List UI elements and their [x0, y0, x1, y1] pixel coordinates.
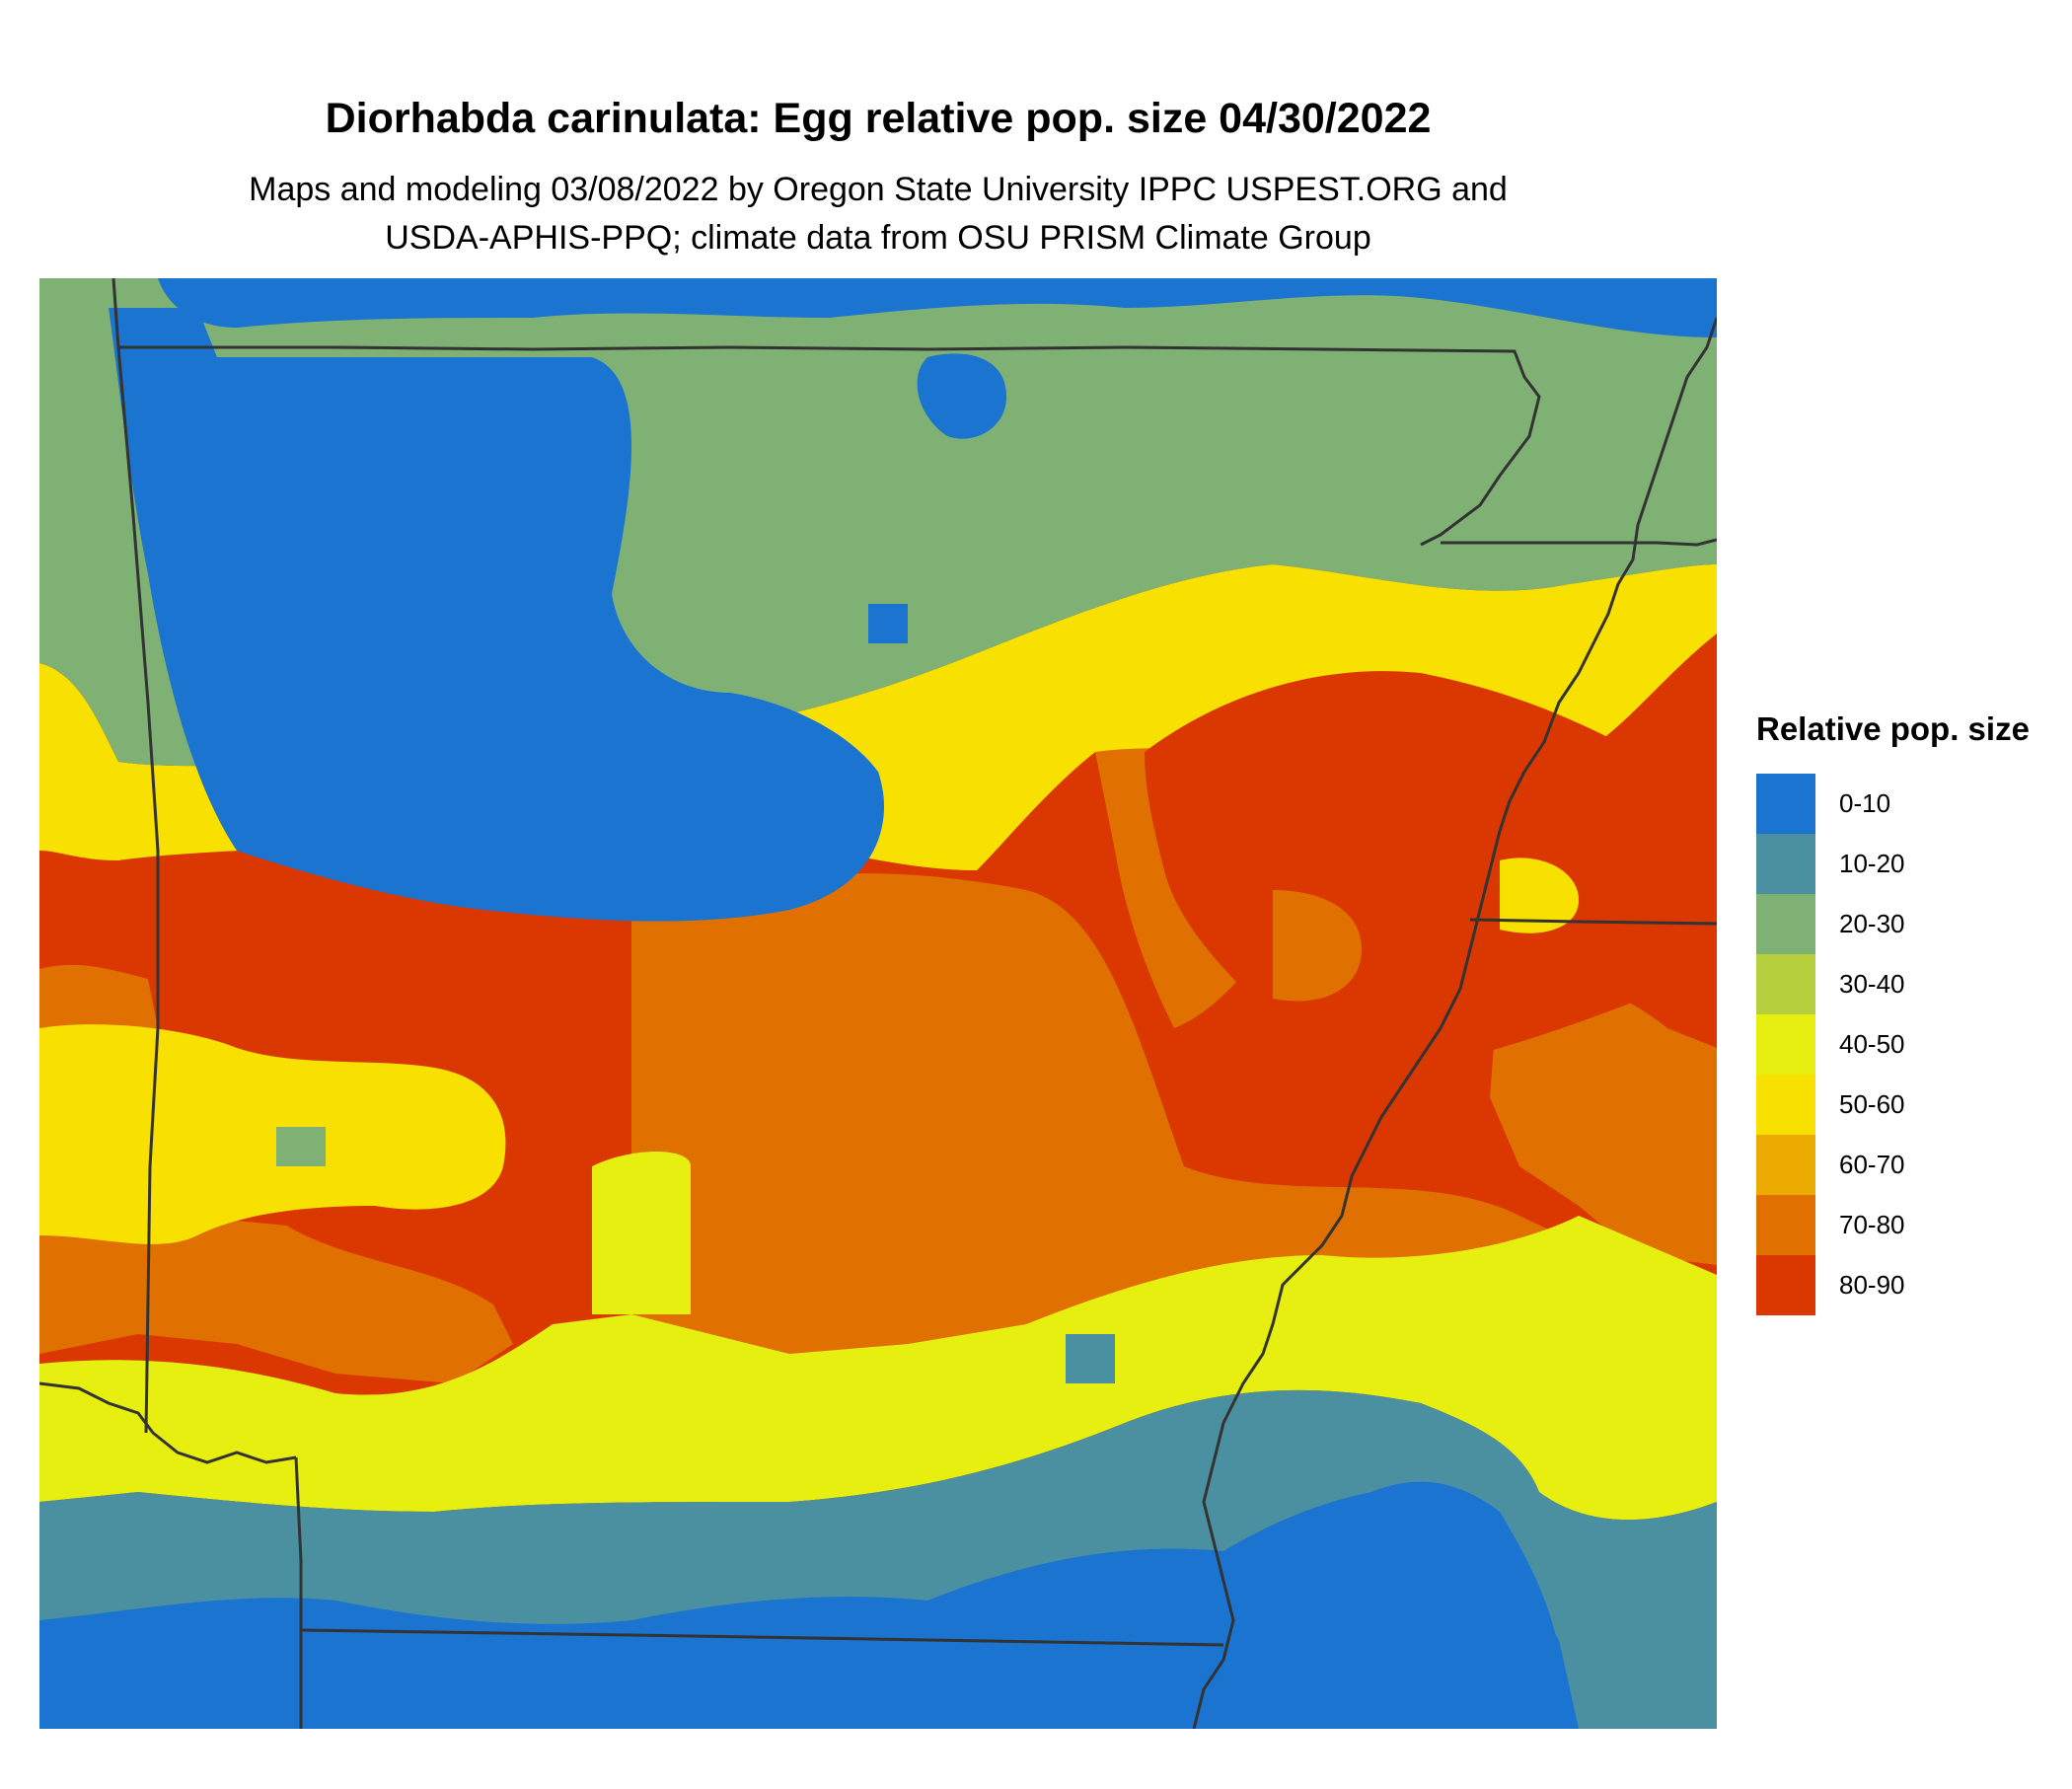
legend-label: 60-70 — [1839, 1150, 1905, 1179]
boundary-line — [300, 1628, 1224, 1647]
zone-70-80 — [631, 873, 1717, 1364]
legend-label: 20-30 — [1839, 909, 1905, 938]
boundary-line — [1469, 918, 1717, 926]
zone-0-10 — [158, 278, 1717, 337]
legend-label: 50-60 — [1839, 1089, 1905, 1119]
zone-70-80 — [1273, 890, 1362, 1002]
legend-swatch — [1756, 1195, 1815, 1255]
zone-40-50 — [39, 1216, 1717, 1521]
zone-20-30 — [276, 1127, 326, 1166]
zone-10-20 — [1066, 1334, 1115, 1383]
legend-swatch — [1756, 894, 1815, 954]
boundary-line — [118, 345, 1541, 547]
boundary-line — [1441, 538, 1717, 547]
map-panel — [39, 278, 1717, 1729]
legend-item: 50-60 — [1756, 1075, 2030, 1135]
legend-label: 40-50 — [1839, 1029, 1905, 1059]
zone-0-10 — [868, 604, 908, 643]
boundary-line — [1192, 317, 1717, 1729]
legend-swatch — [1756, 774, 1815, 834]
legend-label: 10-20 — [1839, 849, 1905, 878]
legend-item: 10-20 — [1756, 834, 2030, 894]
legend-item: 40-50 — [1756, 1014, 2030, 1075]
subtitle-line-1: Maps and modeling 03/08/2022 by Oregon S… — [249, 171, 1508, 208]
zone-0-10 — [109, 308, 884, 922]
zone-70-80 — [39, 1214, 513, 1383]
map-title: Diorhabda carinulata: Egg relative pop. … — [325, 95, 1432, 142]
legend-swatch — [1756, 954, 1815, 1014]
boundary-line — [294, 1456, 303, 1729]
legend: Relative pop. size 0-10 10-20 20-30 30-40 40… — [1756, 710, 2030, 1315]
map-subtitle: Maps and modeling 03/08/2022 by Oregon S… — [39, 166, 1717, 262]
zone-0-10 — [39, 1501, 1579, 1729]
legend-items: 0-10 10-20 20-30 30-40 40-50 50-60 60-70 70-80 8… — [1756, 774, 2030, 1315]
zone-70-80 — [1490, 969, 1717, 1265]
legend-item: 60-70 — [1756, 1135, 2030, 1195]
zone-50-60 — [1500, 857, 1579, 933]
legend-swatch — [1756, 1075, 1815, 1135]
legend-item: 20-30 — [1756, 894, 2030, 954]
legend-swatch — [1756, 1014, 1815, 1075]
zone-0-10 — [1223, 1481, 1569, 1729]
legend-item: 0-10 — [1756, 774, 2030, 834]
boundary-line — [39, 1381, 297, 1464]
legend-label: 0-10 — [1839, 788, 1891, 818]
boundary-line — [111, 278, 160, 1434]
legend-swatch — [1756, 834, 1815, 894]
zone-70-80 — [39, 964, 158, 1038]
zone-40-50 — [592, 1152, 691, 1314]
legend-swatch — [1756, 1135, 1815, 1195]
legend-swatch — [1756, 1255, 1815, 1315]
legend-item: 80-90 — [1756, 1255, 2030, 1315]
legend-title: Relative pop. size — [1756, 710, 2030, 747]
legend-item: 70-80 — [1756, 1195, 2030, 1255]
subtitle-line-2: USDA-APHIS-PPQ; climate data from OSU PR… — [385, 219, 1371, 257]
legend-label: 30-40 — [1839, 969, 1905, 999]
population-raster-map — [39, 278, 1717, 1729]
legend-label: 70-80 — [1839, 1210, 1905, 1239]
legend-item: 30-40 — [1756, 954, 2030, 1014]
zone-0-10 — [917, 353, 1006, 439]
legend-label: 80-90 — [1839, 1270, 1905, 1300]
